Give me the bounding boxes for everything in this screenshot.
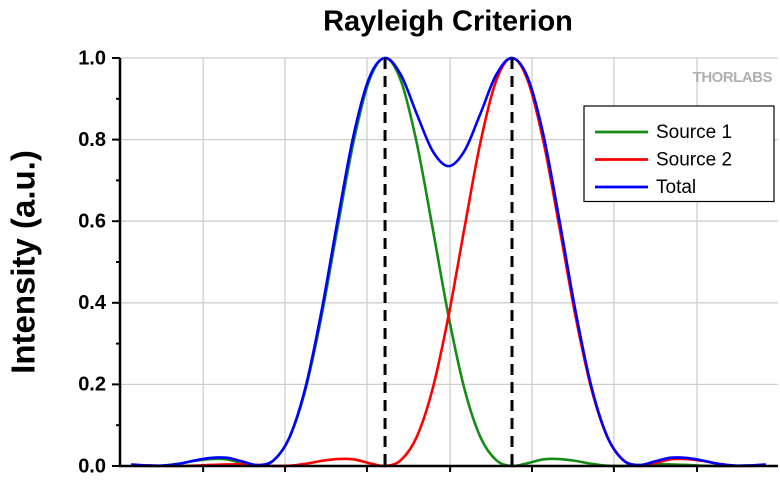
y-axis-label: Intensity (a.u.) <box>5 150 42 374</box>
legend-label: Source 1 <box>656 122 732 143</box>
line-series <box>131 56 766 468</box>
line-series <box>131 56 767 468</box>
legend-box <box>583 105 775 203</box>
y-tick-label: 0.8 <box>78 129 106 151</box>
legend-label: Source 2 <box>656 150 732 171</box>
y-tick-label: 1.0 <box>78 47 106 69</box>
y-tick-label: 0.2 <box>78 374 106 396</box>
legend-label: Total <box>656 177 696 198</box>
legend: Source 1 Source 2 Total <box>583 105 775 203</box>
y-tick-label: 0.0 <box>78 455 106 477</box>
y-tick-label: 0.6 <box>78 210 106 232</box>
line-series <box>131 56 767 467</box>
watermark: THORLABS <box>693 69 773 86</box>
chart-title: Rayleigh Criterion <box>323 6 573 38</box>
y-tick-label: 0.4 <box>78 292 107 314</box>
